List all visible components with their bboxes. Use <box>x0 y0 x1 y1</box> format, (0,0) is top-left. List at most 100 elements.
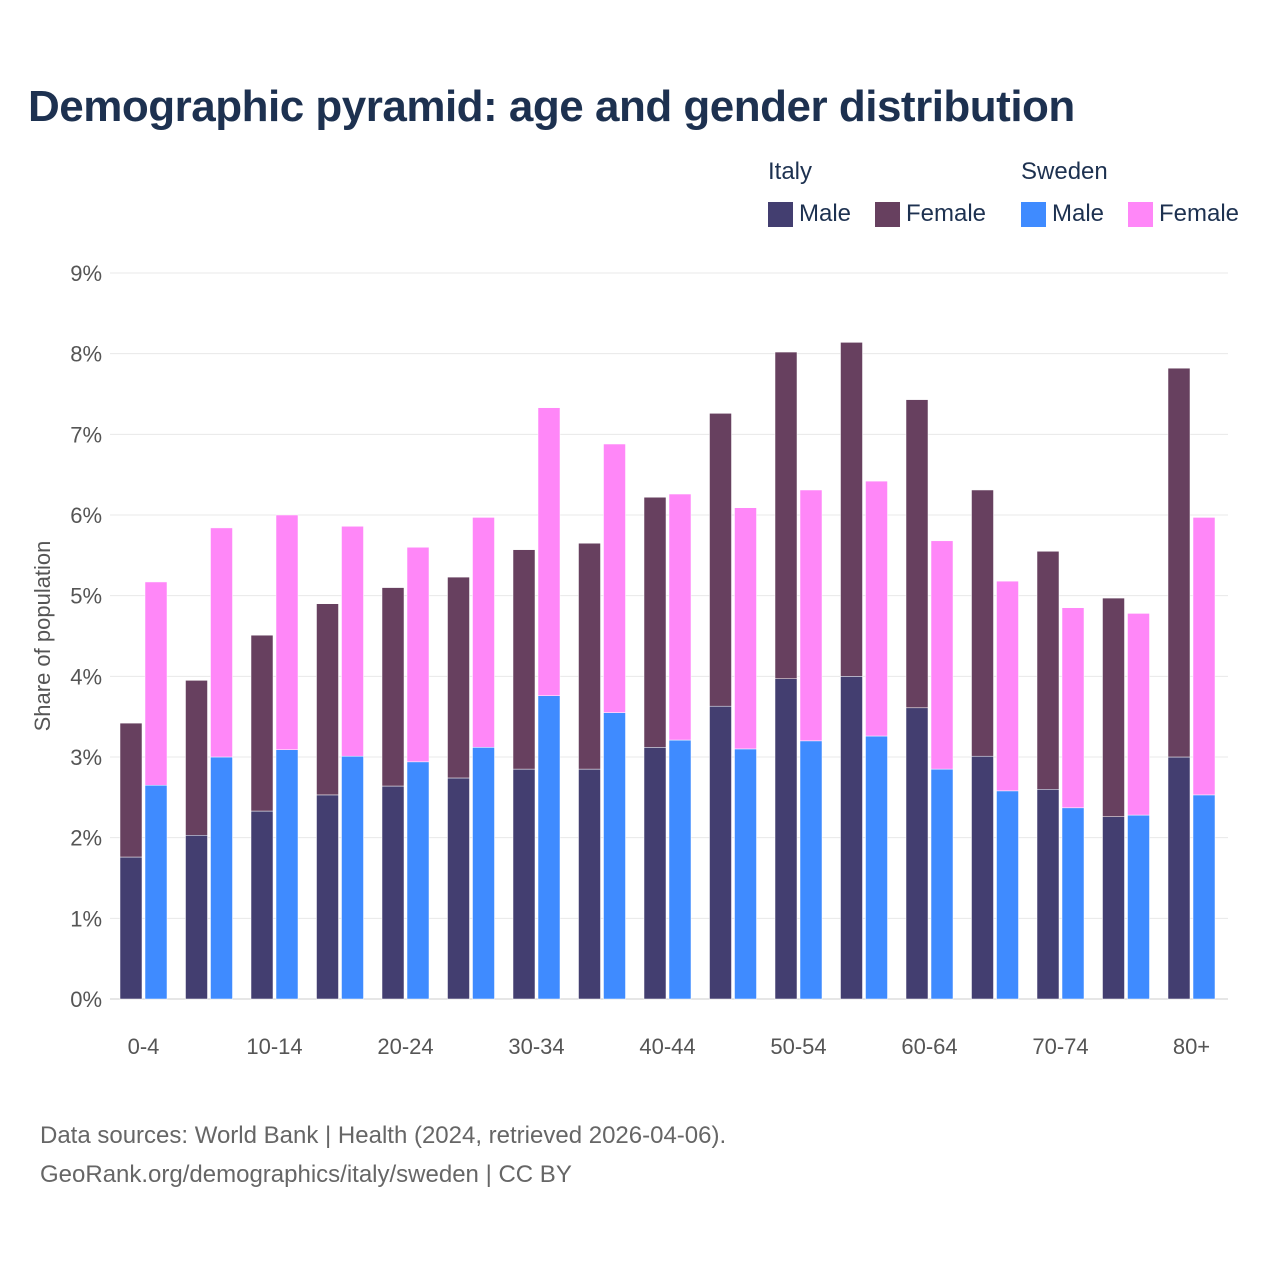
bar-sweden-male-55-59[interactable] <box>865 735 888 1000</box>
bar-sweden-male-25-29[interactable] <box>472 747 495 1000</box>
bar-sweden-male-35-39[interactable] <box>603 712 626 1000</box>
legend-label: Male <box>1052 200 1105 227</box>
bar-sweden-female-75-79[interactable] <box>1127 613 1150 816</box>
bar-sweden-male-60-64[interactable] <box>930 768 954 1000</box>
bar-sweden-female-20-24[interactable] <box>406 547 430 763</box>
bar-sweden-female-50-54[interactable] <box>799 489 823 742</box>
bar-italy-male-80+[interactable] <box>1167 756 1191 1000</box>
bar-sweden-male-80+[interactable] <box>1192 794 1216 1000</box>
bar-sweden-male-45-49[interactable] <box>734 748 757 1000</box>
bar-sweden-male-15-19[interactable] <box>341 755 364 1000</box>
bar-italy-male-55-59[interactable] <box>840 676 863 1000</box>
bar-italy-male-60-64[interactable] <box>905 707 929 1000</box>
x-tick-label: 10-14 <box>246 1034 302 1059</box>
legend-sweden-male[interactable]: Male <box>1021 200 1104 228</box>
legend-italy-male[interactable]: Male <box>768 200 851 228</box>
bar-sweden-male-65-69[interactable] <box>996 790 1019 1000</box>
bar-italy-male-20-24[interactable] <box>381 785 405 1000</box>
bar-sweden-male-10-14[interactable] <box>275 749 299 1000</box>
bar-sweden-male-50-54[interactable] <box>799 740 823 1000</box>
legend-swatch <box>875 201 900 227</box>
bar-italy-male-65-69[interactable] <box>971 755 994 1000</box>
bar-sweden-female-5-9[interactable] <box>210 527 233 758</box>
bar-italy-female-15-19[interactable] <box>316 603 339 796</box>
x-tick-label: 50-54 <box>770 1034 826 1059</box>
bar-sweden-male-20-24[interactable] <box>406 761 430 1000</box>
bar-sweden-female-35-39[interactable] <box>603 443 626 713</box>
bar-italy-male-35-39[interactable] <box>578 768 601 1000</box>
legend-swatch <box>1021 201 1046 227</box>
y-tick-label: 2% <box>70 826 102 851</box>
bar-italy-female-10-14[interactable] <box>250 634 274 812</box>
y-tick-label: 0% <box>70 987 102 1012</box>
bar-italy-female-35-39[interactable] <box>578 542 601 770</box>
bar-sweden-female-55-59[interactable] <box>865 480 888 737</box>
y-tick-label: 9% <box>70 261 102 286</box>
legend-sweden-female[interactable]: Female <box>1128 200 1239 228</box>
bar-italy-female-65-69[interactable] <box>971 489 994 757</box>
legend-italy-female[interactable]: Female <box>875 200 986 228</box>
bar-italy-male-45-49[interactable] <box>709 705 732 1000</box>
bar-sweden-female-30-34[interactable] <box>537 407 561 696</box>
bar-italy-male-75-79[interactable] <box>1102 816 1125 1000</box>
source-line-2[interactable]: GeoRank.org/demographics/italy/sweden | … <box>40 1161 572 1188</box>
bar-sweden-male-75-79[interactable] <box>1127 814 1150 1000</box>
bar-sweden-male-5-9[interactable] <box>210 756 233 1000</box>
x-tick-label: 20-24 <box>377 1034 433 1059</box>
bar-sweden-female-10-14[interactable] <box>275 514 299 750</box>
bar-sweden-female-70-74[interactable] <box>1061 607 1085 809</box>
bar-italy-female-30-34[interactable] <box>512 549 536 770</box>
x-tick-label: 80+ <box>1173 1034 1210 1059</box>
bar-italy-female-70-74[interactable] <box>1036 551 1060 790</box>
bar-sweden-female-15-19[interactable] <box>341 526 364 757</box>
bar-italy-male-25-29[interactable] <box>447 777 470 1000</box>
chart-title: Demographic pyramid: age and gender dist… <box>28 82 1075 131</box>
bar-italy-male-15-19[interactable] <box>316 794 339 1000</box>
bar-sweden-male-70-74[interactable] <box>1061 807 1085 1000</box>
legend-label: Male <box>799 200 852 227</box>
y-tick-label: 6% <box>70 503 102 528</box>
bar-sweden-female-65-69[interactable] <box>996 580 1019 792</box>
bar-sweden-female-80+[interactable] <box>1192 517 1216 796</box>
y-tick-label: 4% <box>70 664 102 689</box>
bar-sweden-female-45-49[interactable] <box>734 507 757 750</box>
bar-sweden-male-0-4[interactable] <box>144 784 168 1000</box>
bar-italy-female-5-9[interactable] <box>185 680 208 836</box>
bar-italy-female-25-29[interactable] <box>447 576 470 779</box>
bar-italy-male-5-9[interactable] <box>185 834 208 1000</box>
bar-italy-male-0-4[interactable] <box>119 856 143 1000</box>
x-tick-label: 30-34 <box>508 1034 564 1059</box>
y-tick-label: 1% <box>70 906 102 931</box>
bar-italy-female-45-49[interactable] <box>709 413 732 707</box>
bar-italy-female-80+[interactable] <box>1167 367 1191 758</box>
bar-sweden-male-30-34[interactable] <box>537 695 561 1000</box>
y-tick-label: 8% <box>70 342 102 367</box>
bar-sweden-female-40-44[interactable] <box>668 493 692 741</box>
bar-italy-male-70-74[interactable] <box>1036 789 1060 1000</box>
bar-sweden-male-40-44[interactable] <box>668 739 692 1000</box>
bar-italy-male-40-44[interactable] <box>643 747 667 1000</box>
bar-italy-female-75-79[interactable] <box>1102 597 1125 817</box>
y-tick-label: 3% <box>70 745 102 770</box>
y-tick-label: 5% <box>70 584 102 609</box>
bar-italy-female-20-24[interactable] <box>381 587 405 787</box>
bar-sweden-female-0-4[interactable] <box>144 581 168 786</box>
x-tick-label: 0-4 <box>128 1034 160 1059</box>
legend-swatch <box>768 201 793 227</box>
bar-italy-female-50-54[interactable] <box>774 351 798 680</box>
bar-italy-female-55-59[interactable] <box>840 342 863 677</box>
legend-group-sweden: Sweden <box>1021 158 1108 185</box>
bar-italy-male-10-14[interactable] <box>250 810 274 1000</box>
source-line-1: Data sources: World Bank | Health (2024,… <box>40 1122 727 1149</box>
legend-label: Female <box>906 200 987 227</box>
bar-italy-female-60-64[interactable] <box>905 399 929 709</box>
bar-sweden-female-25-29[interactable] <box>472 517 495 748</box>
bar-italy-male-30-34[interactable] <box>512 768 536 1000</box>
bar-italy-male-50-54[interactable] <box>774 678 798 1000</box>
bar-sweden-female-60-64[interactable] <box>930 540 954 770</box>
bar-italy-female-0-4[interactable] <box>119 722 143 858</box>
legend-label: Female <box>1159 200 1240 227</box>
bar-italy-female-40-44[interactable] <box>643 497 667 748</box>
